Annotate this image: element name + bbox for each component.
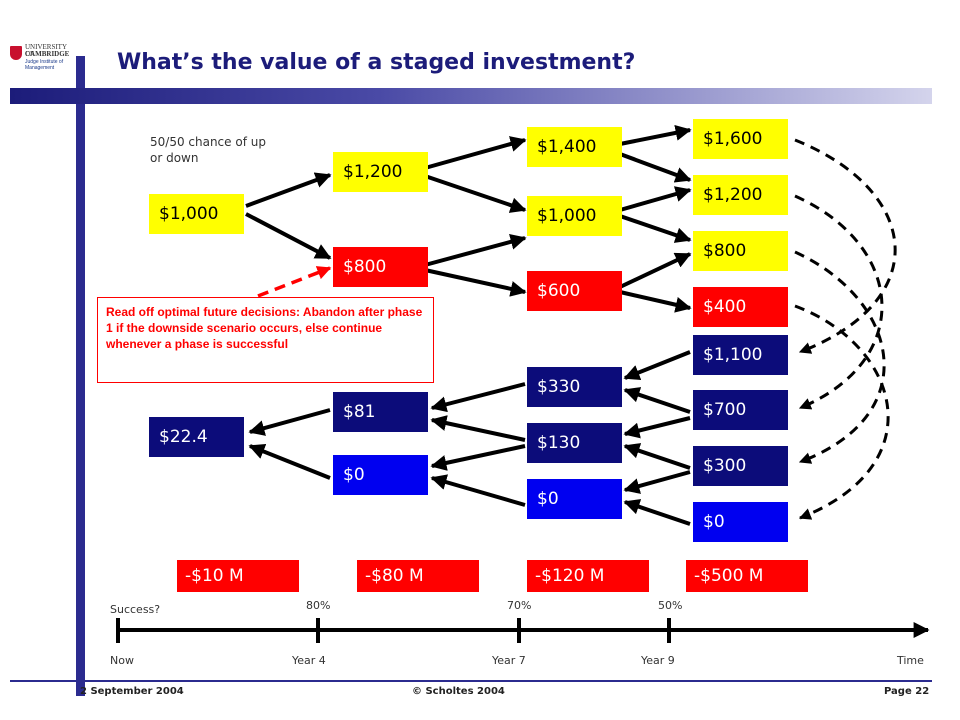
- note-pointer: [257, 266, 332, 298]
- option-p2-a: $330: [527, 367, 622, 407]
- footer-page-number: Page 22: [884, 686, 930, 697]
- success-rate-year7: 70%: [507, 599, 532, 612]
- option-p1-a: $81: [333, 392, 428, 432]
- timeline-year4: Year 4: [292, 654, 326, 667]
- logo-line-2: CAMBRIDGE: [25, 50, 70, 58]
- timeline-now: Now: [110, 654, 134, 667]
- dash-curve-800: [794, 250, 886, 464]
- left-accent-bar: [76, 56, 85, 696]
- arrow-opt3d-to-2c: [623, 499, 691, 526]
- option-p2-b: $130: [527, 423, 622, 463]
- option-p1-b: $0: [333, 455, 428, 495]
- timeline-end-label: Time: [897, 654, 924, 667]
- slide-title: What’s the value of a staged investment?: [117, 50, 636, 75]
- option-p3-c: $300: [693, 446, 788, 486]
- footer-rule: [10, 680, 932, 682]
- logo-line-3: Judge Institute of Management: [25, 59, 64, 71]
- timeline-year7: Year 7: [492, 654, 526, 667]
- cost-phase-2: -$80 M: [357, 560, 479, 592]
- dash-curve-1200: [794, 194, 884, 410]
- arrow-p1up-down: [424, 174, 527, 213]
- cost-phase-3: -$120 M: [527, 560, 649, 592]
- arrow-p1down-down: [424, 268, 527, 297]
- arrow-p2c-up: [619, 252, 692, 289]
- node-p2-a: $1,400: [527, 127, 622, 167]
- arrow-p2a-up: [619, 124, 692, 146]
- arrow-p2b-down: [619, 214, 692, 243]
- success-label: Success?: [110, 603, 161, 616]
- option-p3-d: $0: [693, 502, 788, 542]
- node-p3-a: $1,600: [693, 119, 788, 159]
- arrow-opt3c-to-2b: [623, 443, 691, 470]
- university-logo: UNIVERSITY OF CAMBRIDGE Judge Institute …: [8, 44, 72, 80]
- arrow-opt3b-to-2b: [623, 416, 691, 439]
- node-p2-c: $600: [527, 271, 622, 311]
- logo-line-1: UNIVERSITY OF: [25, 43, 67, 58]
- node-p3-b: $1,200: [693, 175, 788, 215]
- chance-note: 50/50 chance of up or down: [150, 135, 266, 165]
- timeline-year9: Year 9: [641, 654, 675, 667]
- node-p3-c: $800: [693, 231, 788, 271]
- arrow-opt3a-to-2a: [623, 350, 691, 381]
- option-p3-a: $1,100: [693, 335, 788, 375]
- arrow-now-up: [245, 172, 332, 208]
- node-p2-b: $1,000: [527, 196, 622, 236]
- footer-date: 2 September 2004: [80, 686, 184, 697]
- cost-phase-1: -$10 M: [177, 560, 299, 592]
- arrow-opt1b-to-now: [248, 443, 331, 480]
- arrow-p2b-up: [619, 186, 692, 212]
- success-rate-year9: 50%: [658, 599, 683, 612]
- arrow-now-down: [245, 212, 332, 260]
- arrow-opt3c-to-2c: [623, 470, 691, 494]
- title-underline-bar: [10, 88, 932, 104]
- decision-note: Read off optimal future decisions: Aband…: [97, 297, 434, 383]
- arrow-opt2c-to-1b: [430, 474, 526, 507]
- arrow-opt1a-to-now: [248, 408, 331, 436]
- arrow-p2a-down: [619, 152, 692, 183]
- arrow-p1down-up: [424, 234, 527, 267]
- dash-curve-400: [794, 304, 890, 520]
- node-p1-down: $800: [333, 247, 428, 287]
- footer-copyright: © Scholtes 2004: [412, 686, 505, 697]
- cost-phase-4: -$500 M: [686, 560, 808, 592]
- option-p3-b: $700: [693, 390, 788, 430]
- university-crest-icon: [10, 46, 22, 60]
- arrow-opt2b-to-1b: [430, 444, 526, 471]
- node-p3-d: $400: [693, 287, 788, 327]
- arrow-opt2b-to-1a: [430, 415, 526, 442]
- arrow-p2c-down: [619, 290, 692, 313]
- arrow-opt2a-to-1a: [430, 382, 526, 413]
- arrow-opt3b-to-2a: [623, 387, 691, 414]
- option-p2-c: $0: [527, 479, 622, 519]
- option-now-value: $22.4: [149, 417, 244, 457]
- success-rate-year4: 80%: [306, 599, 331, 612]
- arrow-p1up-up: [424, 136, 527, 170]
- node-p1-up: $1,200: [333, 152, 428, 192]
- node-now-value: $1,000: [149, 194, 244, 234]
